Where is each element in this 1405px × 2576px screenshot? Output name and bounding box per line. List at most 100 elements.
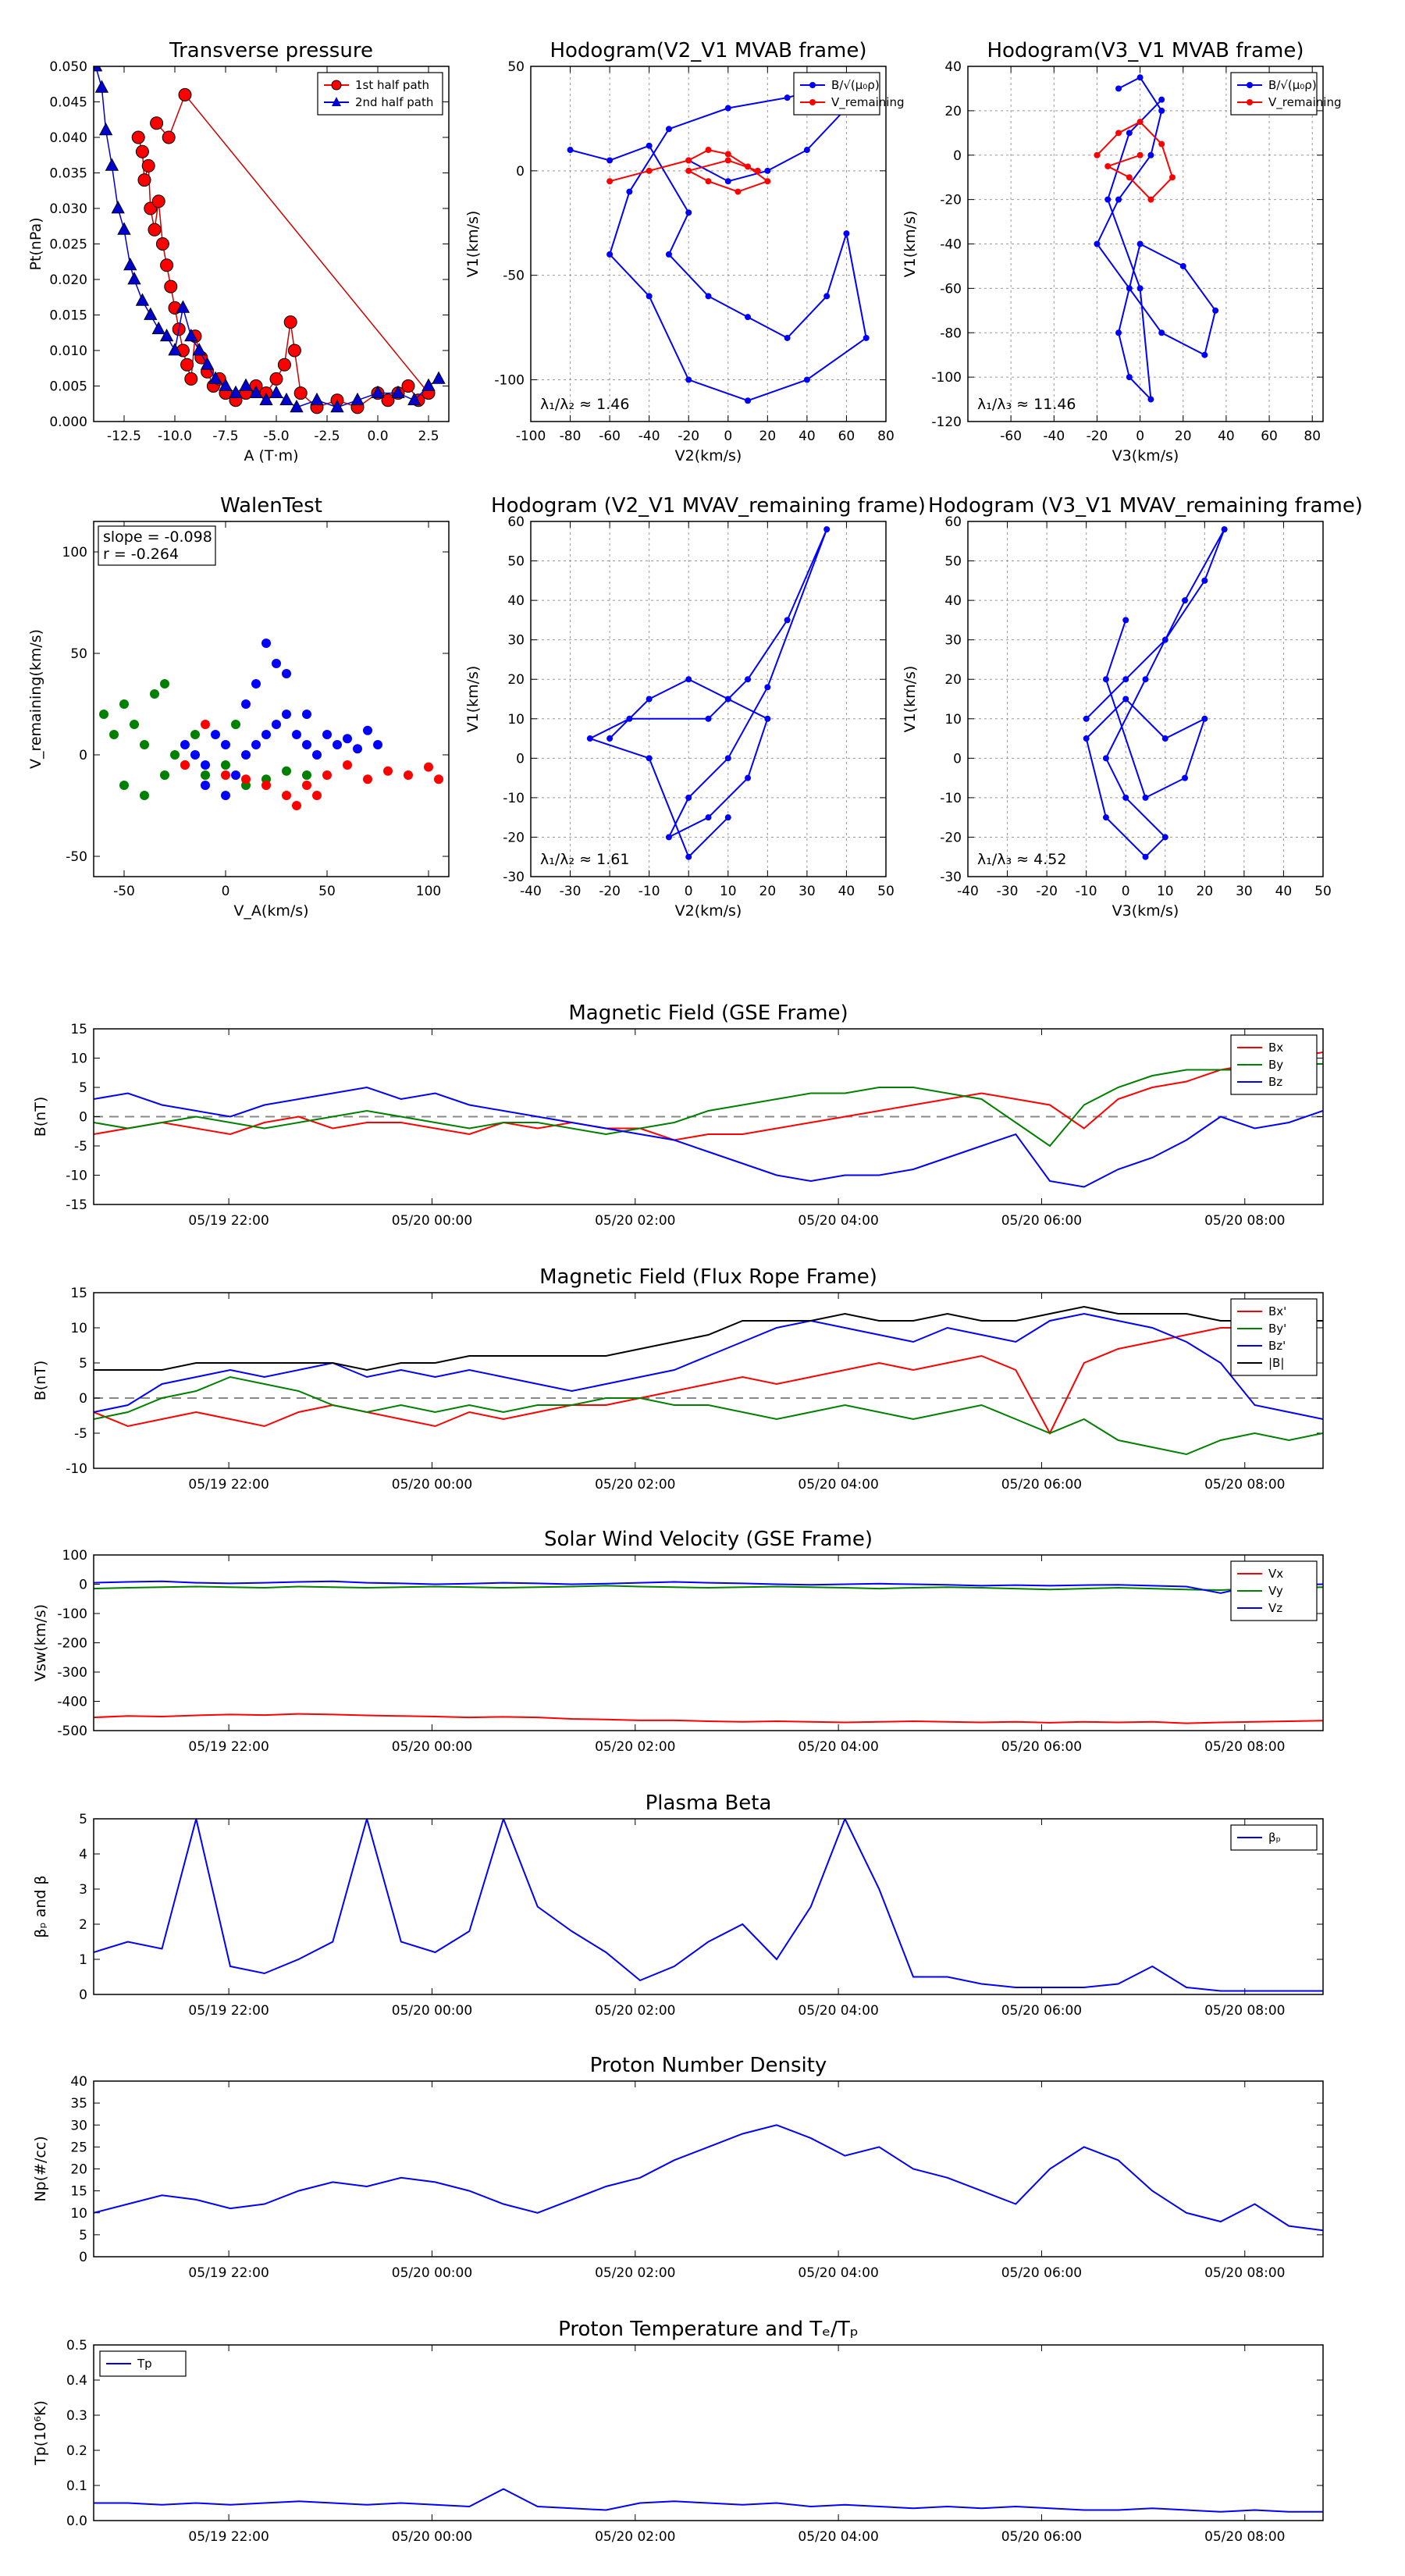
data-point — [272, 659, 281, 668]
series-bz — [94, 1086, 1323, 1188]
chart-bfr: Magnetic Field (Flux Rope Frame) -10 -5 0 5 1… — [32, 1265, 1324, 1493]
data-point — [724, 178, 731, 185]
y-tick-label: -300 — [57, 1665, 87, 1681]
data-point — [190, 750, 200, 760]
chart-title: Proton Temperature and Tₑ/Tₚ — [558, 2318, 859, 2341]
ratio-annotation: λ₁/λ₃ ≈ 4.52 — [977, 851, 1066, 868]
data-point — [150, 116, 164, 130]
data-point — [201, 760, 210, 770]
x-tick-label: 80 — [877, 429, 895, 444]
data-point — [764, 715, 771, 722]
data-point — [1158, 141, 1165, 148]
data-point — [119, 781, 129, 790]
x-tick-label: -40 — [957, 884, 979, 899]
y-tick-label: -15 — [66, 1197, 87, 1213]
series-b — [1094, 74, 1219, 403]
y-tick-label: 0.040 — [49, 130, 87, 146]
data-point — [239, 378, 253, 391]
y-tick-label: 60 — [944, 514, 962, 530]
x-tick-label: 0 — [1136, 429, 1144, 444]
legend: 1st half path 2nd half path — [317, 72, 443, 116]
x-tick-label: 30 — [1236, 884, 1253, 899]
data-point — [1083, 735, 1090, 742]
ratio-annotation: λ₁/λ₂ ≈ 1.61 — [540, 851, 629, 868]
data-point — [283, 315, 297, 329]
data-point — [312, 791, 322, 800]
y-tick-label: 10 — [70, 1051, 87, 1067]
data-point — [99, 710, 108, 719]
x-tick-label: 05/20 00:00 — [392, 2265, 472, 2281]
data-point — [1136, 74, 1144, 81]
plot-frame — [93, 2344, 1324, 2521]
data-layer — [1094, 74, 1219, 403]
data-point — [180, 760, 190, 770]
x-axis-label: V2(km/s) — [675, 447, 742, 464]
data-point — [141, 158, 155, 173]
data-point — [685, 376, 692, 383]
x-tick-label: 0 — [1122, 884, 1130, 899]
x-tick-label: 2.5 — [418, 429, 439, 444]
chart-title: Hodogram(V3_V1 MVAB frame) — [987, 39, 1304, 62]
y-tick-label: 10 — [70, 1321, 87, 1336]
y-tick-label: 20 — [944, 104, 962, 119]
data-point — [685, 853, 692, 860]
legend-label: Tp — [137, 2357, 152, 2371]
y-tick-label: 50 — [70, 646, 87, 662]
data-point — [606, 735, 614, 742]
y-tick-label: -100 — [494, 372, 525, 388]
y-axis-label: Tp(10⁶K) — [32, 2400, 49, 2466]
series-tp — [94, 2488, 1323, 2513]
y-tick-label: 10 — [507, 712, 525, 728]
data-point — [705, 147, 712, 154]
y-tick-label: 50 — [507, 554, 525, 570]
chart-beta: Plasma Beta 0 1 2 3 4 5 05/19 22:00 05/20 00:00 0… — [32, 1791, 1324, 2019]
data-point — [363, 774, 372, 785]
ratio-annotation: λ₁/λ₃ ≈ 11.46 — [977, 396, 1076, 413]
legend-label: Vz — [1268, 1601, 1282, 1615]
y-tick-label: 0.4 — [66, 2373, 87, 2389]
data-point — [422, 378, 436, 391]
data-point — [170, 750, 180, 760]
x-tick-label: 10 — [720, 884, 737, 899]
data-layer — [586, 526, 831, 860]
data-point — [1142, 794, 1149, 801]
data-point — [117, 222, 131, 235]
data-point — [221, 791, 230, 800]
series-s2 — [180, 720, 443, 810]
plot-frame — [530, 66, 887, 422]
y-tick-label: 40 — [944, 593, 962, 609]
y-tick-label: 40 — [70, 2074, 87, 2090]
data-point — [241, 750, 251, 760]
data-point — [1136, 240, 1144, 247]
data-point — [665, 251, 672, 258]
y-tick-label: 35 — [70, 2096, 87, 2112]
series-s1 — [180, 639, 382, 800]
x-tick-label: -2.5 — [314, 429, 340, 444]
y-tick-label: -50 — [503, 269, 525, 284]
data-point — [192, 343, 206, 356]
x-tick-label: 05/20 02:00 — [595, 1739, 675, 1755]
y-axis-label: V1(km/s) — [902, 211, 919, 278]
data-point — [764, 167, 771, 174]
x-tick-label: -60 — [1000, 429, 1022, 444]
data-point — [705, 293, 712, 300]
x-tick-label: 05/20 06:00 — [1001, 2529, 1082, 2545]
chart-np: Proton Number Density 0 5 10 15 20 25 30 35 40 05/… — [32, 2054, 1324, 2281]
x-tick-label: -5.0 — [263, 429, 289, 444]
y-tick-label: 0.3 — [66, 2408, 87, 2424]
data-point — [626, 188, 633, 195]
x-axis-label: A (T·m) — [244, 447, 298, 464]
data-point — [1122, 617, 1129, 624]
y-tick-label: 60 — [507, 514, 525, 530]
data-point — [277, 358, 291, 372]
data-point — [646, 696, 653, 703]
data-point — [1161, 636, 1168, 643]
x-tick-label: 05/20 02:00 — [595, 2529, 675, 2545]
data-point — [586, 735, 593, 742]
y-tick-label: 4 — [79, 1847, 87, 1863]
data-point — [863, 334, 870, 341]
y-tick-label: 0.020 — [49, 272, 87, 288]
y-tick-label: 0 — [79, 1391, 87, 1407]
legend: Bx By Bz — [1230, 1034, 1318, 1095]
y-tick-label: 0 — [516, 164, 525, 180]
